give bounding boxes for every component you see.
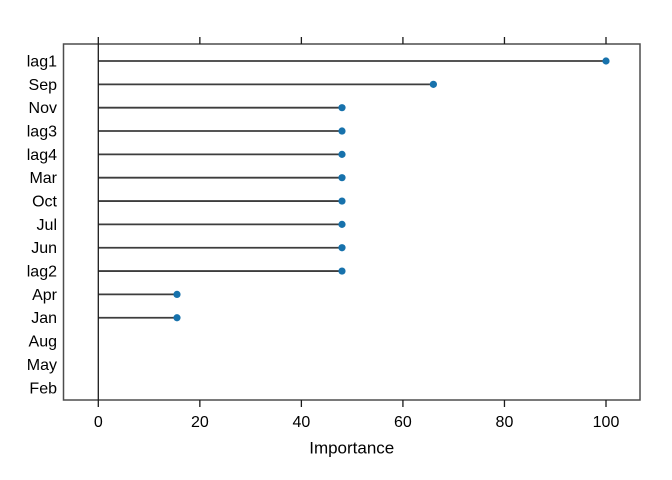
data-point-dot	[338, 104, 346, 112]
plot-border	[62, 43, 641, 401]
data-point-dot	[338, 127, 346, 135]
y-category-label: Feb	[29, 380, 57, 397]
x-tick-label: 0	[94, 414, 103, 431]
x-tick-label: 80	[496, 414, 514, 431]
x-tick-label: 40	[292, 414, 310, 431]
y-category-label: Aug	[29, 334, 57, 351]
y-category-label: Sep	[29, 77, 58, 94]
y-category-label: Jul	[37, 217, 57, 234]
data-point-dot	[173, 290, 181, 298]
data-point-dot	[602, 57, 610, 65]
y-category-label: lag3	[27, 124, 57, 141]
x-tick-label: 20	[191, 414, 209, 431]
data-point-dot	[338, 267, 346, 275]
y-category-label: May	[27, 357, 57, 374]
y-category-label: lag4	[27, 147, 57, 164]
x-axis-label: Importance	[309, 439, 394, 458]
data-point-dot	[429, 80, 437, 88]
y-category-label: lag1	[27, 54, 57, 71]
data-point-dot	[173, 314, 181, 322]
data-point-dot	[338, 174, 346, 182]
y-category-labels: lag1 Sep Nov lag3 lag4 Mar Oct Jul Jun lag2 Apr Jan…	[27, 54, 58, 398]
y-category-label: Jan	[31, 310, 57, 327]
data-point-dot	[338, 150, 346, 158]
data-point-dot	[338, 220, 346, 228]
y-category-label: Jun	[31, 240, 57, 257]
x-axis-tick-labels: 0 20 40 60 80 100	[94, 414, 620, 431]
chart-rows	[98, 57, 610, 322]
y-category-label: lag2	[27, 264, 57, 281]
x-tick-label: 60	[394, 414, 412, 431]
data-point-dot	[338, 244, 346, 252]
y-category-label: Apr	[32, 287, 58, 304]
y-category-label: Oct	[32, 194, 57, 211]
x-axis-bottom-ticks	[199, 400, 607, 407]
x-axis-top-ticks	[199, 37, 607, 44]
x-tick-label: 100	[593, 414, 620, 431]
data-point-dot	[338, 197, 346, 205]
y-category-label: Mar	[29, 170, 57, 187]
y-category-label: Nov	[29, 100, 57, 117]
